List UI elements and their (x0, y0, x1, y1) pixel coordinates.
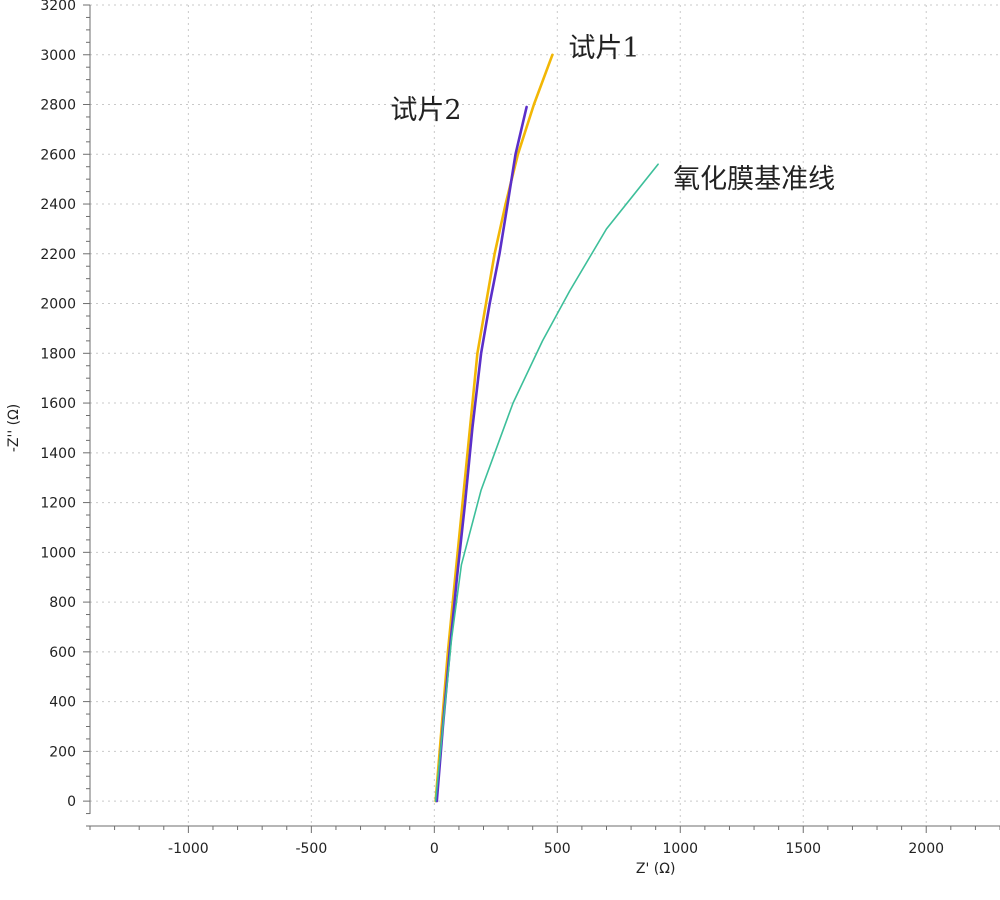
x-tick-label: 1000 (662, 841, 698, 857)
grid-lines (90, 4, 1000, 826)
y-tick-label: 1000 (40, 545, 76, 561)
series-labels: 试片1 试片2 氧化膜基准线 (390, 33, 835, 195)
y-tick-label: 2400 (40, 197, 76, 213)
x-tick-label: 0 (430, 841, 439, 857)
y-tick-label: 3200 (40, 0, 76, 14)
x-axis-title: Z' (Ω) (636, 861, 676, 877)
x-tick-label: -500 (295, 841, 327, 857)
x-tick-label: 500 (544, 841, 571, 857)
y-tick-label: 400 (49, 695, 76, 711)
y-tick-label: 2800 (40, 98, 76, 114)
y-tick-label: 2200 (40, 247, 76, 263)
y-axis-title: -Z'' (Ω) (6, 404, 22, 452)
y-tick-label: 2600 (40, 147, 76, 163)
series-lines (434, 53, 659, 803)
series-line-3 (434, 163, 659, 802)
series-line-1 (434, 53, 554, 803)
x-tick-label: -1000 (168, 841, 209, 857)
x-tick-label: 2000 (908, 841, 944, 857)
series-label-3: 氧化膜基准线 (673, 164, 835, 195)
x-tick-label: 1500 (785, 841, 821, 857)
series-label-1: 试片1 (568, 33, 639, 64)
y-tick-label: 200 (49, 744, 76, 760)
y-tick-label: 0 (67, 794, 76, 810)
y-tick-label: 1800 (40, 346, 76, 362)
axes: 0 200 400 600 800 1000 1200 1400 1600 1800 2000 220… (6, 0, 1000, 877)
y-tick-label: 1600 (40, 396, 76, 412)
y-tick-label: 800 (49, 595, 76, 611)
y-tick-label: 1200 (40, 496, 76, 512)
y-tick-label: 1400 (40, 446, 76, 462)
y-tick-label: 600 (49, 645, 76, 661)
y-tick-label: 3000 (40, 48, 76, 64)
y-tick-label: 2000 (40, 297, 76, 313)
series-label-2: 试片2 (390, 95, 461, 126)
